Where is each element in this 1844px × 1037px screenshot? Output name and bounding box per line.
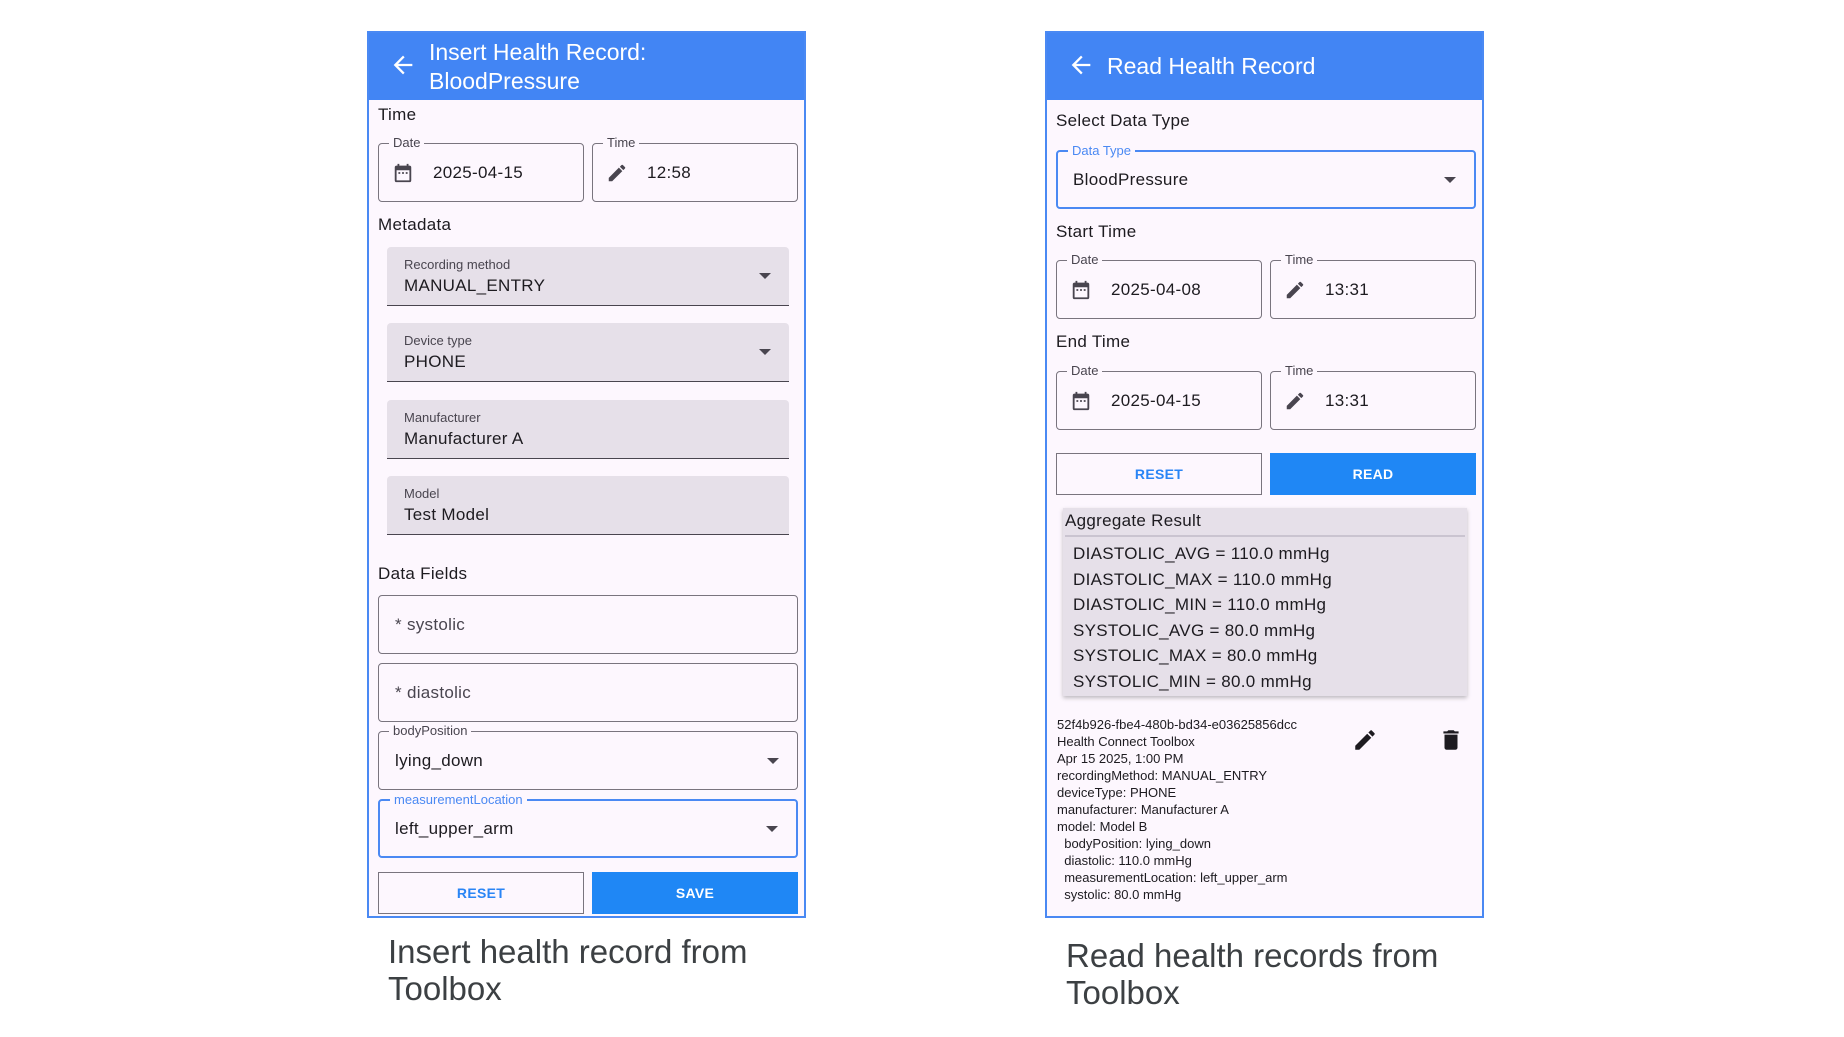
- pencil-icon[interactable]: [606, 162, 628, 184]
- app-bar: Read Health Record: [1047, 33, 1482, 100]
- time-section-label: Time: [378, 105, 417, 124]
- device-type-label: Device type: [404, 333, 472, 348]
- time-label: Time: [603, 135, 640, 151]
- body-position-label: bodyPosition: [389, 723, 472, 739]
- end-time-label: End Time: [1056, 332, 1131, 351]
- insert-caption: Insert health record from Toolbox: [388, 933, 748, 1007]
- manufacturer-label: Manufacturer: [404, 410, 481, 425]
- aggregate-result-card: Aggregate Result DIASTOLIC_AVG = 110.0 m…: [1063, 508, 1467, 696]
- dropdown-arrow-icon[interactable]: [1444, 176, 1456, 183]
- systolic-placeholder: * systolic: [395, 614, 466, 634]
- dropdown-arrow-icon[interactable]: [766, 825, 778, 832]
- data-fields-section-label: Data Fields: [378, 564, 468, 583]
- read-caption: Read health records from Toolbox: [1066, 937, 1439, 1011]
- app-bar: Insert Health Record: BloodPressure: [369, 33, 804, 100]
- diastolic-placeholder: * diastolic: [395, 682, 472, 702]
- end-date-value: 2025-04-15: [1111, 390, 1201, 410]
- record-line: measurementLocation: left_upper_arm: [1057, 870, 1288, 885]
- page-title: Insert Health Record:: [429, 39, 647, 65]
- read-screen: Read Health Record Select Data Type Data…: [1045, 31, 1484, 918]
- insert-screen: Insert Health Record: BloodPressure Time…: [367, 31, 806, 918]
- reset-button[interactable]: RESET: [378, 872, 584, 914]
- model-label: Model: [404, 486, 440, 501]
- end-time-label: Time: [1281, 363, 1318, 379]
- record-id: 52f4b926-fbe4-480b-bd34-e03625856dcc: [1057, 717, 1297, 732]
- date-label: Date: [389, 135, 425, 151]
- end-time-value: 13:31: [1325, 390, 1370, 410]
- model-input[interactable]: Model Test Model: [387, 476, 789, 535]
- record-line: systolic: 80.0 mmHg: [1057, 887, 1182, 902]
- record-line: model: Model B: [1057, 819, 1148, 834]
- select-data-type-label: Select Data Type: [1056, 111, 1190, 130]
- end-date-field[interactable]: Date 2025-04-15: [1056, 363, 1262, 430]
- data-type-dropdown[interactable]: Data Type BloodPressure: [1056, 143, 1476, 209]
- record-line: recordingMethod: MANUAL_ENTRY: [1057, 768, 1268, 783]
- record-line: deviceType: PHONE: [1057, 785, 1177, 800]
- back-arrow-icon[interactable]: [389, 51, 417, 79]
- save-button[interactable]: SAVE: [592, 872, 798, 914]
- diastolic-input[interactable]: * diastolic: [378, 663, 798, 722]
- end-time-field[interactable]: Time 13:31: [1270, 363, 1476, 430]
- record-time: Apr 15 2025, 1:00 PM: [1057, 751, 1184, 766]
- record-line: bodyPosition: lying_down: [1057, 836, 1211, 851]
- aggregate-line: SYSTOLIC_MAX = 80.0 mmHg: [1073, 646, 1318, 665]
- calendar-icon[interactable]: [392, 162, 414, 184]
- systolic-input[interactable]: * systolic: [378, 595, 798, 654]
- pencil-icon[interactable]: [1284, 390, 1306, 412]
- date-field[interactable]: Date 2025-04-15: [378, 135, 584, 202]
- start-time-value: 13:31: [1325, 279, 1370, 299]
- delete-record-icon[interactable]: [1438, 727, 1464, 753]
- record-line: diastolic: 110.0 mmHg: [1057, 853, 1192, 868]
- time-field[interactable]: Time 12:58: [592, 135, 798, 202]
- start-date-field[interactable]: Date 2025-04-08: [1056, 252, 1262, 319]
- edit-record-icon[interactable]: [1352, 727, 1378, 753]
- start-time-field[interactable]: Time 13:31: [1270, 252, 1476, 319]
- data-type-label: Data Type: [1068, 143, 1136, 159]
- metadata-section-label: Metadata: [378, 215, 452, 234]
- start-time-label: Start Time: [1056, 222, 1137, 241]
- calendar-icon[interactable]: [1070, 390, 1092, 412]
- recording-method-dropdown[interactable]: Recording method MANUAL_ENTRY: [387, 247, 789, 306]
- record-line: manufacturer: Manufacturer A: [1057, 802, 1229, 817]
- dropdown-arrow-icon[interactable]: [759, 273, 771, 279]
- page-title-type: BloodPressure: [429, 68, 580, 94]
- dropdown-arrow-icon[interactable]: [759, 349, 771, 355]
- body-position-value: lying_down: [395, 750, 484, 770]
- date-value: 2025-04-15: [433, 162, 523, 182]
- start-date-value: 2025-04-08: [1111, 279, 1201, 299]
- start-time-label: Time: [1281, 252, 1318, 268]
- aggregate-line: DIASTOLIC_AVG = 110.0 mmHg: [1073, 544, 1330, 563]
- aggregate-line: DIASTOLIC_MIN = 110.0 mmHg: [1073, 595, 1327, 614]
- device-type-dropdown[interactable]: Device type PHONE: [387, 323, 789, 382]
- model-value: Test Model: [404, 505, 490, 524]
- record-app: Health Connect Toolbox: [1057, 734, 1195, 749]
- pencil-icon[interactable]: [1284, 279, 1306, 301]
- aggregate-line: SYSTOLIC_AVG = 80.0 mmHg: [1073, 621, 1316, 640]
- aggregate-line: SYSTOLIC_MIN = 80.0 mmHg: [1073, 672, 1312, 691]
- aggregate-line: DIASTOLIC_MAX = 110.0 mmHg: [1073, 570, 1332, 589]
- end-date-label: Date: [1067, 363, 1103, 379]
- device-type-value: PHONE: [404, 352, 466, 371]
- manufacturer-input[interactable]: Manufacturer Manufacturer A: [387, 400, 789, 459]
- divider: [1065, 535, 1465, 537]
- body-position-dropdown[interactable]: bodyPosition lying_down: [378, 723, 798, 790]
- measurement-location-label: measurementLocation: [390, 792, 527, 808]
- data-type-value: BloodPressure: [1073, 169, 1189, 189]
- recording-method-value: MANUAL_ENTRY: [404, 276, 546, 295]
- start-date-label: Date: [1067, 252, 1103, 268]
- aggregate-title: Aggregate Result: [1065, 511, 1202, 530]
- reset-button[interactable]: RESET: [1056, 453, 1262, 495]
- page-title: Read Health Record: [1107, 53, 1316, 79]
- measurement-location-dropdown[interactable]: measurementLocation left_upper_arm: [378, 792, 798, 858]
- dropdown-arrow-icon[interactable]: [767, 757, 779, 764]
- back-arrow-icon[interactable]: [1067, 51, 1095, 79]
- recording-method-label: Recording method: [404, 257, 511, 272]
- read-button[interactable]: READ: [1270, 453, 1476, 495]
- measurement-location-value: left_upper_arm: [395, 818, 514, 838]
- calendar-icon[interactable]: [1070, 279, 1092, 301]
- manufacturer-value: Manufacturer A: [404, 429, 524, 448]
- time-value: 12:58: [647, 162, 692, 182]
